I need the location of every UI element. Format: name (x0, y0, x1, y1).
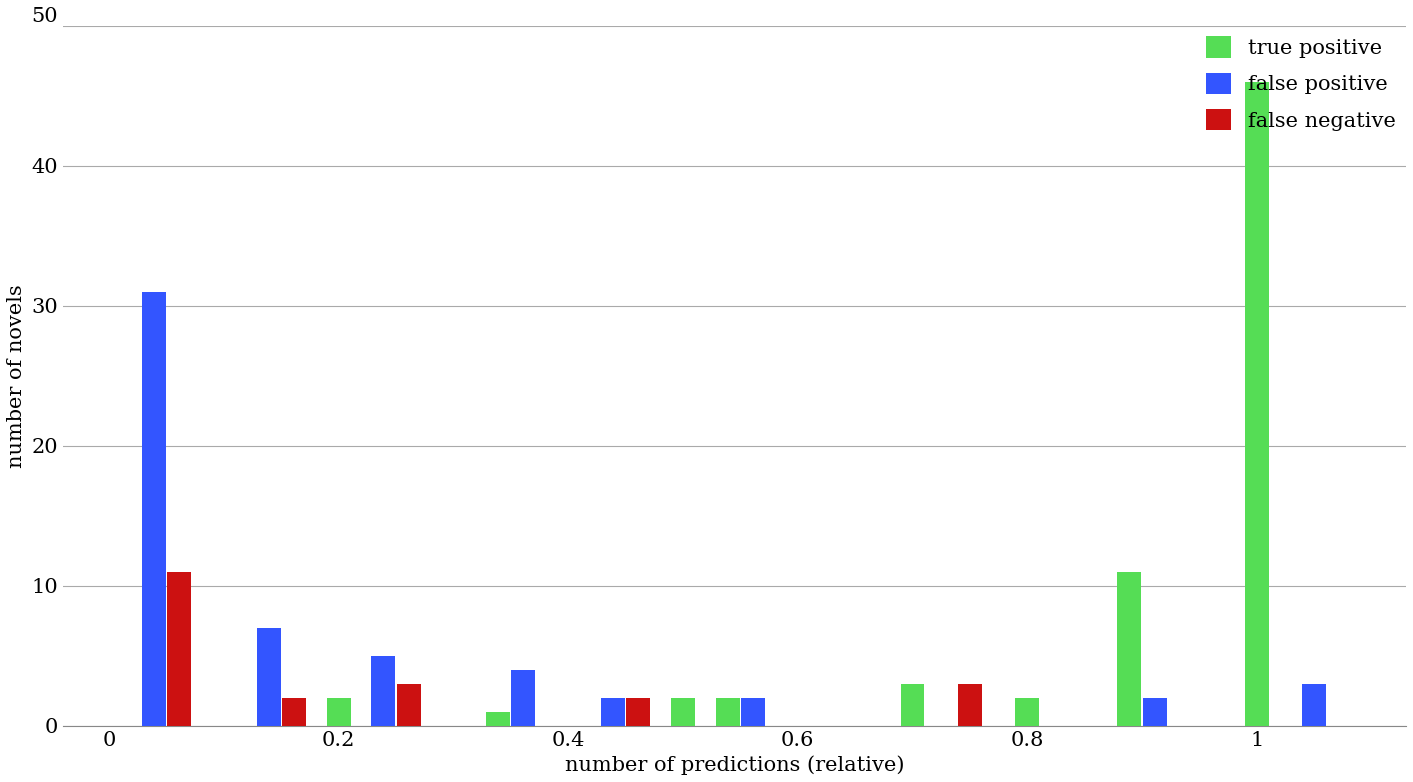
Bar (1303, 684, 1327, 726)
Bar (1245, 82, 1269, 726)
Bar (486, 712, 510, 726)
Bar (626, 698, 650, 726)
Bar (671, 698, 695, 726)
Y-axis label: number of novels: number of novels (7, 284, 25, 468)
Bar (900, 684, 924, 726)
Bar (141, 292, 165, 726)
Bar (512, 670, 536, 726)
Bar (372, 656, 396, 726)
Bar (716, 698, 739, 726)
Bar (1143, 698, 1167, 726)
Bar (601, 698, 625, 726)
Bar (1118, 572, 1142, 726)
Bar (257, 628, 281, 726)
Bar (958, 684, 982, 726)
Legend: true positive, false positive, false negative: true positive, false positive, false neg… (1207, 36, 1396, 131)
Bar (740, 698, 764, 726)
Bar (167, 572, 191, 726)
X-axis label: number of predictions (relative): number of predictions (relative) (565, 755, 904, 775)
Bar (281, 698, 305, 726)
Bar (397, 684, 421, 726)
Bar (326, 698, 350, 726)
Bar (1016, 698, 1040, 726)
